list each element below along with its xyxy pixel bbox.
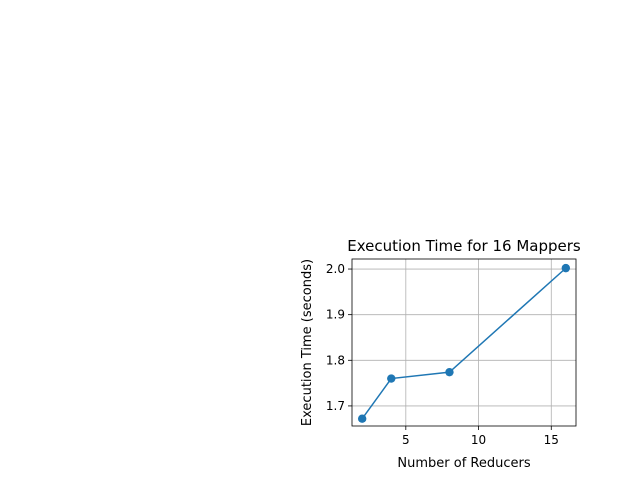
data-point [357,414,367,423]
data-point [561,263,571,273]
data-point [445,367,454,377]
y-axis-label: Execution Time (seconds) [300,259,315,426]
x-tick-label: 15 [544,433,559,447]
series-line [361,267,567,420]
y-tick-label: 2.0 [326,262,345,276]
y-tick-label: 1.9 [326,308,345,322]
data-point [387,374,396,383]
data-series [357,263,571,423]
chart-title: Execution Time for 16 Mappers [347,237,581,255]
x-tick-label: 10 [471,433,486,447]
grid [352,259,576,426]
x-tick-label: 5 [402,433,410,447]
axes-frame [351,258,577,427]
y-tick-label: 1.7 [326,399,345,413]
y-tick-label: 1.8 [326,353,345,367]
ticks: 5 10 15 1.7 1.8 1.9 2.0 [326,262,559,447]
x-axis-label: Number of Reducers [397,456,530,471]
